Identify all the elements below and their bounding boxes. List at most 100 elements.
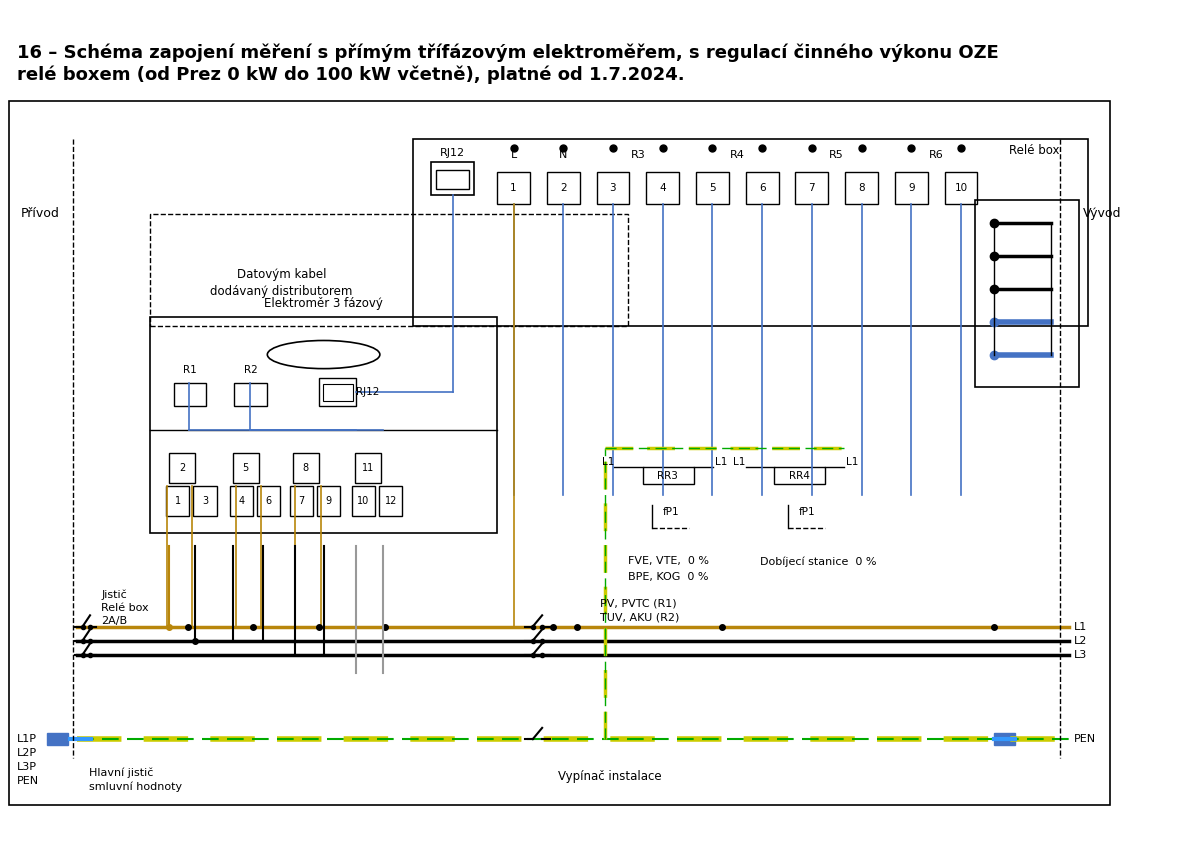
Text: 2: 2 (560, 183, 567, 193)
Text: 1: 1 (174, 495, 181, 506)
Text: TUV, AKU (R2): TUV, AKU (R2) (600, 612, 680, 623)
Text: L1: L1 (715, 457, 727, 468)
Bar (596, 172, 630, 204)
Text: RR4: RR4 (789, 471, 810, 480)
Text: 5: 5 (242, 463, 249, 473)
Text: R4: R4 (730, 151, 744, 160)
Text: BPE, KOG  0 %: BPE, KOG 0 % (629, 573, 709, 582)
Bar (317, 486, 340, 516)
Text: L1: L1 (846, 457, 859, 468)
Bar (976, 200, 1078, 387)
Bar (546, 172, 580, 204)
Bar (150, 213, 629, 326)
Text: Relé box: Relé box (1009, 143, 1059, 157)
Bar (437, 169, 469, 189)
Text: PV, PVTC (R1): PV, PVTC (R1) (600, 599, 676, 608)
Bar (235, 383, 267, 407)
Bar (895, 172, 928, 204)
Text: 12: 12 (384, 495, 397, 506)
Text: Elektroměr 3 fázový: Elektroměr 3 fázový (264, 296, 383, 309)
Bar (150, 317, 497, 533)
Text: Dobíjecí stanice  0 %: Dobíjecí stanice 0 % (760, 556, 876, 567)
Bar (647, 172, 679, 204)
Bar (845, 172, 878, 204)
Text: 3: 3 (610, 183, 617, 193)
Text: Přívod: Přívod (20, 208, 60, 220)
Bar (994, 734, 1015, 745)
Bar (497, 172, 530, 204)
Text: R1: R1 (183, 365, 197, 375)
Text: L2P: L2P (17, 748, 37, 758)
Bar (352, 486, 375, 516)
Bar (169, 453, 196, 483)
Bar (290, 486, 314, 516)
Text: Vývod: Vývod (1083, 208, 1121, 220)
Text: L3P: L3P (17, 762, 37, 772)
Text: 8: 8 (858, 183, 865, 193)
Bar (354, 453, 381, 483)
Bar (696, 172, 729, 204)
Text: L1: L1 (602, 457, 614, 468)
Text: R6: R6 (928, 151, 944, 160)
Text: 9: 9 (326, 495, 332, 506)
Text: L2: L2 (1074, 635, 1087, 645)
Bar (230, 486, 253, 516)
Text: RJ12: RJ12 (439, 147, 464, 158)
Bar (10, 102, 1109, 805)
Text: L: L (511, 151, 517, 160)
Text: 3: 3 (202, 495, 208, 506)
Text: L1: L1 (734, 457, 746, 468)
Bar (292, 453, 319, 483)
Text: RR3: RR3 (657, 471, 679, 480)
Text: N: N (560, 151, 568, 160)
Text: 10: 10 (358, 495, 370, 506)
Bar (319, 378, 357, 407)
Text: fP1: fP1 (662, 507, 679, 518)
Bar (945, 172, 977, 204)
Bar (173, 383, 206, 407)
Text: 6: 6 (759, 183, 766, 193)
Text: RJ12: RJ12 (357, 387, 379, 397)
Text: R3: R3 (630, 151, 645, 160)
Bar (47, 734, 68, 745)
Text: 7: 7 (298, 495, 304, 506)
Text: L1P: L1P (17, 734, 37, 745)
Text: PEN: PEN (1074, 734, 1096, 745)
Bar (233, 453, 259, 483)
Bar (413, 139, 1088, 326)
Bar (256, 486, 280, 516)
Text: 1: 1 (511, 183, 517, 193)
Text: fP1: fP1 (798, 507, 815, 518)
Bar (643, 467, 694, 484)
Text: 6: 6 (266, 495, 272, 506)
Bar (796, 172, 828, 204)
Bar (432, 163, 474, 195)
Text: relé boxem (od Prez 0 kW do 100 kW včetně), platné od 1.7.2024.: relé boxem (od Prez 0 kW do 100 kW včetn… (17, 66, 685, 84)
Text: 11: 11 (361, 463, 373, 473)
Text: 4: 4 (660, 183, 666, 193)
Bar (379, 486, 402, 516)
Bar (166, 486, 190, 516)
Text: L3: L3 (1074, 650, 1087, 660)
Text: 16 – Schéma zapojení měření s přímým třífázovým elektroměřem, s regulací činného: 16 – Schéma zapojení měření s přímým tří… (17, 43, 999, 62)
Text: Jistič
Relé box
2A/B: Jistič Relé box 2A/B (101, 589, 149, 626)
Text: PEN: PEN (17, 777, 39, 786)
Text: R2: R2 (243, 365, 258, 375)
Text: 10: 10 (954, 183, 968, 193)
Text: FVE, VTE,  0 %: FVE, VTE, 0 % (629, 556, 710, 567)
Text: Vypínač instalace: Vypínač instalace (558, 770, 661, 783)
Bar (774, 467, 826, 484)
Text: Datovým kabel
dodávaný distributorem: Datovým kabel dodávaný distributorem (210, 268, 353, 298)
Text: R5: R5 (829, 151, 843, 160)
Text: 9: 9 (908, 183, 915, 193)
Text: 5: 5 (709, 183, 716, 193)
Text: 7: 7 (809, 183, 815, 193)
Text: 8: 8 (303, 463, 309, 473)
Text: L1: L1 (1074, 622, 1087, 632)
Bar (746, 172, 779, 204)
Text: Hlavní jistič
smluvní hodnoty: Hlavní jistič smluvní hodnoty (89, 767, 183, 792)
Text: 4: 4 (239, 495, 245, 506)
Text: 2: 2 (179, 463, 185, 473)
Bar (322, 384, 353, 401)
Bar (193, 486, 217, 516)
